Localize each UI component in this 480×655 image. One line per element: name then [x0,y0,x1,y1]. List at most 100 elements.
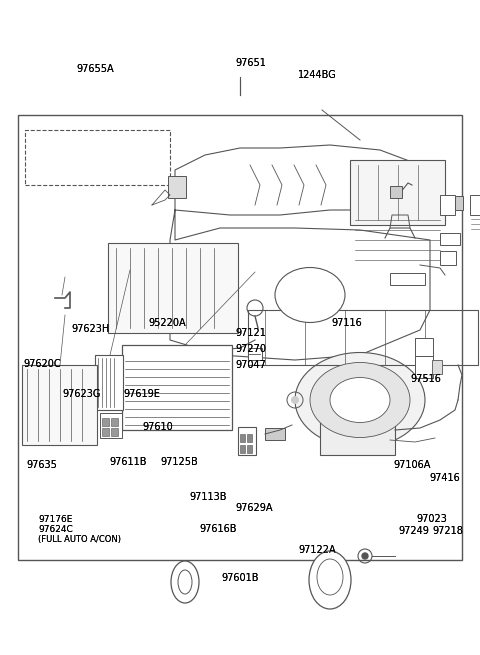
Bar [247,445,252,453]
Bar [108,243,238,333]
Text: 97416: 97416 [430,473,460,483]
Text: 97516: 97516 [410,374,441,384]
Bar [100,413,122,438]
Text: 97616B: 97616B [199,524,237,534]
Bar [440,251,456,265]
Bar [455,196,463,210]
Bar [248,348,262,360]
Bar [390,273,425,285]
Text: 97270: 97270 [235,344,266,354]
Text: 97620C: 97620C [23,359,60,369]
Ellipse shape [310,362,410,438]
Text: 97629A: 97629A [235,503,273,514]
Text: 1244BG: 1244BG [298,70,336,81]
Bar [432,360,442,374]
Text: 97623G: 97623G [62,388,101,399]
Text: 97116: 97116 [331,318,362,328]
Text: 97610: 97610 [142,422,173,432]
Text: 97106A: 97106A [394,460,431,470]
Text: 97601B: 97601B [221,572,259,583]
Text: 97651: 97651 [235,58,266,68]
Bar [25,130,170,185]
Bar [18,115,462,560]
Text: 97249: 97249 [398,525,429,536]
Bar [265,428,285,440]
Text: 1244BG: 1244BG [298,70,336,81]
Text: 97611B: 97611B [109,457,147,468]
Text: 97623H: 97623H [71,324,109,335]
Bar [111,418,118,426]
Text: 97218: 97218 [432,525,463,536]
Text: (FULL AUTO A/CON): (FULL AUTO A/CON) [38,535,121,544]
Bar [22,365,97,445]
Text: 97047: 97047 [235,360,266,370]
Text: 97620C: 97620C [23,359,60,369]
Bar [440,195,455,215]
Text: 97176E: 97176E [38,515,73,524]
Bar [102,418,109,426]
Text: 95220A: 95220A [149,318,186,328]
Bar [168,176,186,198]
Text: 97655A: 97655A [77,64,114,74]
Text: 97047: 97047 [235,360,266,370]
Text: 97270: 97270 [235,344,266,354]
Text: 97624C: 97624C [38,525,73,534]
Bar [248,310,478,365]
Circle shape [291,396,299,404]
Text: 97601B: 97601B [221,572,259,583]
Bar [111,428,118,436]
Bar [350,160,445,225]
Text: 97635: 97635 [26,460,57,470]
Text: 97655A: 97655A [77,64,114,74]
Text: 97635: 97635 [26,460,57,470]
Text: 97106A: 97106A [394,460,431,470]
Text: 97121: 97121 [235,328,266,338]
Bar [415,356,433,378]
Bar [320,400,395,455]
Ellipse shape [171,561,199,603]
Circle shape [362,553,368,559]
Text: 97023: 97023 [417,514,447,525]
Text: 97624C: 97624C [38,525,73,534]
Text: 97176E: 97176E [38,515,73,524]
Bar [240,445,245,453]
Bar [390,186,402,198]
Text: 97122A: 97122A [298,545,336,555]
Ellipse shape [330,377,390,422]
Text: 97125B: 97125B [161,457,199,468]
Text: 97249: 97249 [398,525,429,536]
Text: 97619E: 97619E [123,388,160,399]
Text: 97116: 97116 [331,318,362,328]
Text: 97218: 97218 [432,525,463,536]
Text: 97616B: 97616B [199,524,237,534]
Text: 97623H: 97623H [71,324,109,335]
Text: 97023: 97023 [417,514,447,525]
Ellipse shape [317,559,343,595]
Bar [470,195,480,215]
Text: 97610: 97610 [142,422,173,432]
Ellipse shape [309,551,351,609]
Text: 97516: 97516 [410,374,441,384]
Text: 97121: 97121 [235,328,266,338]
Text: 95220A: 95220A [149,318,186,328]
Bar [102,428,109,436]
Bar [247,434,252,442]
Text: 97125B: 97125B [161,457,199,468]
Text: 97651: 97651 [235,58,266,68]
Text: (FULL AUTO A/CON): (FULL AUTO A/CON) [38,535,121,544]
Bar [240,434,245,442]
Bar [440,233,460,245]
Bar [238,427,256,455]
Text: 97623G: 97623G [62,388,101,399]
Text: 97113B: 97113B [190,492,227,502]
Bar [95,355,123,410]
Bar [415,338,433,356]
Ellipse shape [275,267,345,322]
Text: 97113B: 97113B [190,492,227,502]
Ellipse shape [178,570,192,594]
Text: 97619E: 97619E [123,388,160,399]
Bar [122,345,232,430]
Ellipse shape [295,352,425,447]
Text: 97416: 97416 [430,473,460,483]
Text: 97629A: 97629A [235,503,273,514]
